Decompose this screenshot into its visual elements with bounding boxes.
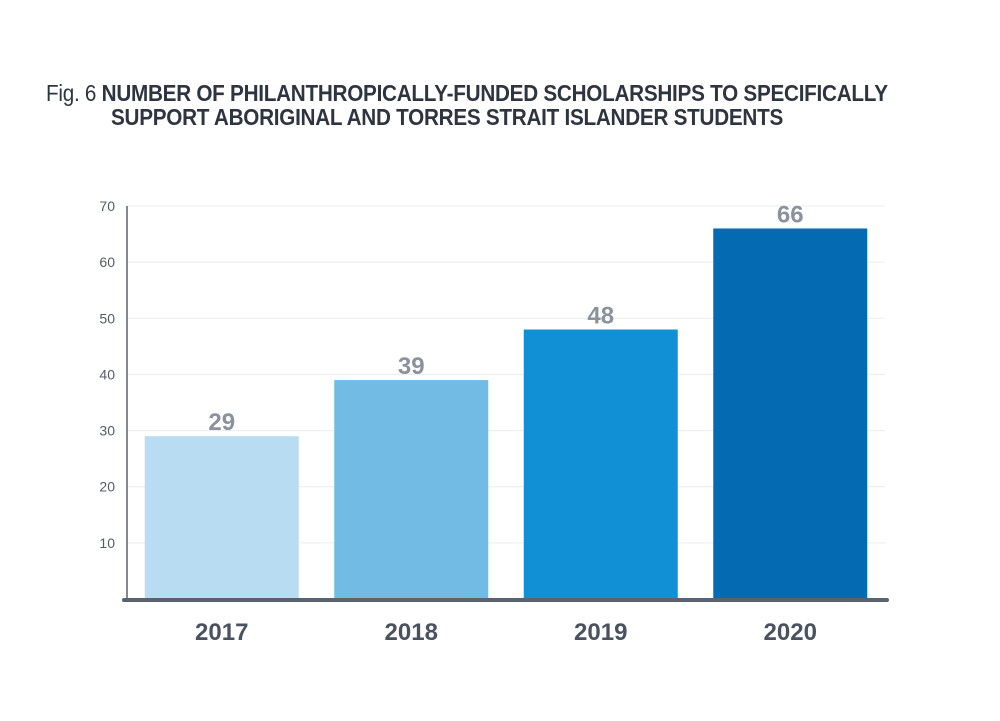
x-tick-label: 2019 — [574, 619, 627, 646]
y-tick-label: 10 — [99, 535, 115, 551]
y-tick-label: 70 — [99, 198, 115, 214]
figure-number: Fig. 6 — [46, 80, 97, 106]
chart-title-line-2: SUPPORT ABORIGINAL AND TORRES STRAIT ISL… — [111, 104, 783, 131]
chart-title-line-1: Fig. 6 NUMBER OF PHILANTHROPICALLY-FUNDE… — [46, 80, 888, 107]
value-labels: 29 39 48 66 — [208, 201, 803, 436]
value-label: 39 — [398, 353, 425, 380]
value-label: 48 — [587, 303, 614, 330]
y-axis-ticks: 10 20 30 40 50 60 70 — [99, 198, 115, 551]
x-tick-label: 2018 — [385, 619, 438, 646]
x-tick-label: 2017 — [195, 619, 248, 646]
bar-2017 — [144, 436, 299, 599]
y-tick-label: 30 — [99, 423, 115, 439]
bar-2020 — [713, 228, 868, 599]
bar-2019 — [523, 329, 678, 599]
y-tick-label: 60 — [99, 254, 115, 270]
value-label: 29 — [208, 409, 235, 436]
value-label: 66 — [777, 201, 804, 228]
y-tick-label: 50 — [99, 310, 115, 326]
x-axis-labels: 2017 2018 2019 2020 — [195, 619, 817, 646]
chart-title-text-2: SUPPORT ABORIGINAL AND TORRES STRAIT ISL… — [111, 104, 784, 130]
y-tick-label: 20 — [99, 479, 115, 495]
x-tick-label: 2020 — [764, 619, 817, 646]
bar-2018 — [334, 380, 489, 599]
y-tick-label: 40 — [99, 366, 115, 382]
chart-title-text-1: NUMBER OF PHILANTHROPICALLY-FUNDED SCHOL… — [101, 80, 888, 106]
bars — [144, 228, 868, 599]
